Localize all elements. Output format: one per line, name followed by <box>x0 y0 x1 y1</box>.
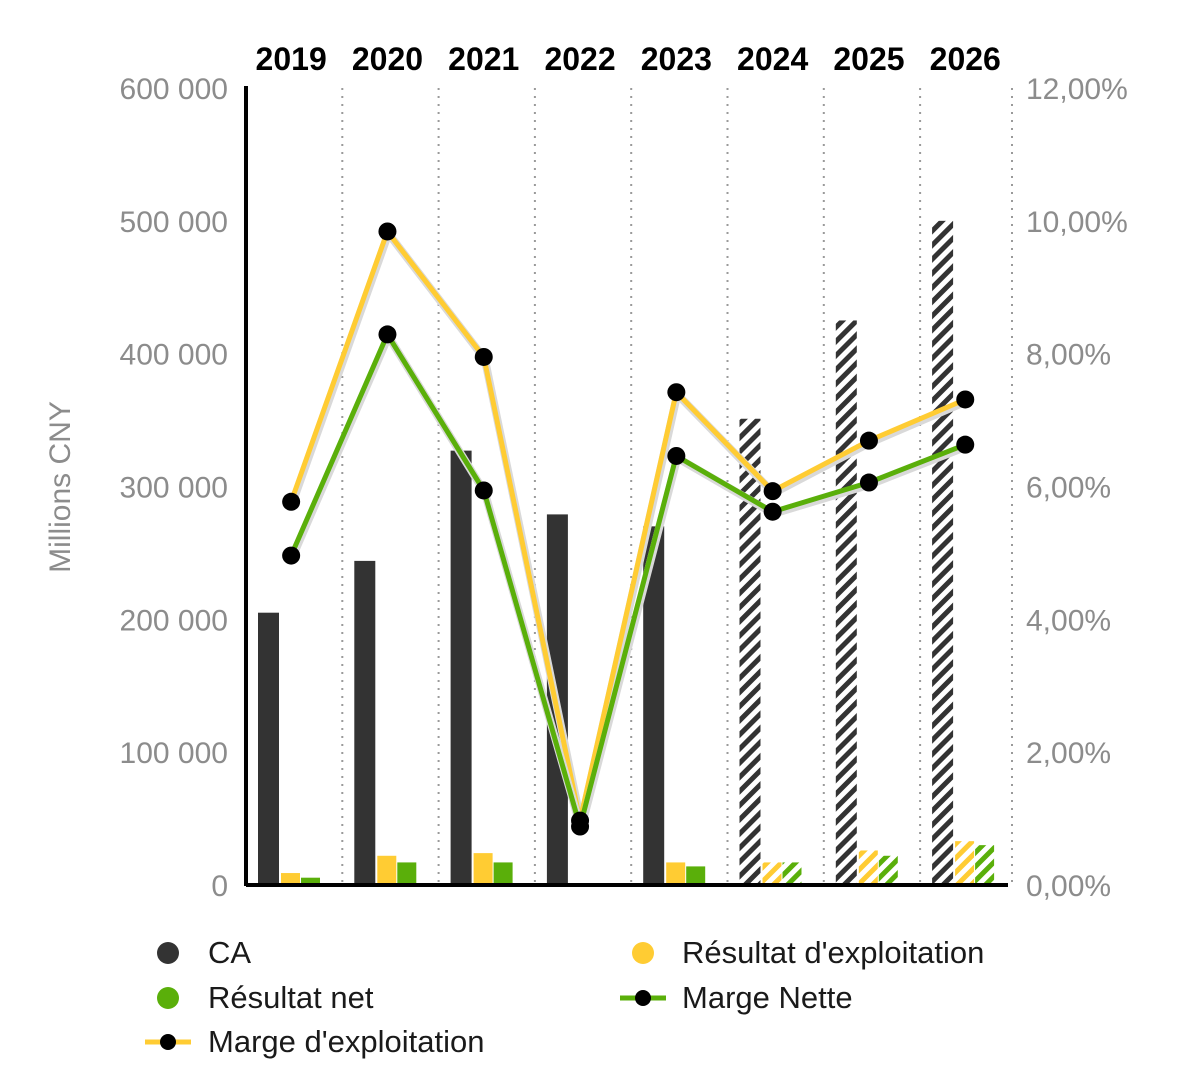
legend-item-resultat-net[interactable]: Résultat net <box>157 980 374 1015</box>
bars <box>258 220 995 886</box>
bar-resultat-d-exploitation-2025 <box>858 850 878 885</box>
bar-resultat-net-2019 <box>301 877 320 885</box>
legend-label-resultat-net: Résultat net <box>208 980 374 1015</box>
bar-resultat-net-2025 <box>878 855 898 885</box>
bar-ca-2024 <box>739 418 761 885</box>
bar-resultat-net-2023 <box>686 866 706 885</box>
right-tick-label: 8,00% <box>1026 339 1111 372</box>
year-label-2025: 2025 <box>833 41 904 77</box>
legend: CA Résultat d'exploitation Résultat net … <box>145 935 984 1059</box>
year-label-2021: 2021 <box>448 41 519 77</box>
legend-marker-ca <box>157 942 179 964</box>
bar-resultat-net-2020 <box>397 862 417 885</box>
vertical-grid <box>341 88 1013 885</box>
left-tick-label: 100 000 <box>120 737 228 770</box>
point-marge-d-exploitation-2019 <box>282 492 301 511</box>
right-tick-label: 4,00% <box>1026 604 1111 637</box>
legend-item-ca[interactable]: CA <box>157 935 251 970</box>
year-label-2023: 2023 <box>641 41 712 77</box>
legend-item-marge-nette[interactable]: Marge Nette <box>620 980 853 1015</box>
year-label-2024: 2024 <box>737 41 808 77</box>
bar-ca-2019 <box>258 612 279 885</box>
point-marge-nette-2023 <box>667 446 686 465</box>
year-labels: 2019 2020 2021 2022 2023 2024 2025 2026 <box>256 41 1001 77</box>
bar-resultat-net-2021 <box>493 862 513 885</box>
legend-label-ca: CA <box>208 935 251 970</box>
bar-resultat-d-exploitation-2023 <box>666 862 686 885</box>
y-axis-label: Millions CNY <box>44 401 77 573</box>
bar-resultat-d-exploitation-2024 <box>762 862 782 885</box>
bar-ca-2020 <box>354 560 376 885</box>
bar-ca-2023 <box>643 526 665 885</box>
line-marge-d-exploitation <box>288 229 967 824</box>
point-marge-nette-2025 <box>859 473 878 492</box>
left-tick-label: 500 000 <box>120 206 228 239</box>
year-label-2026: 2026 <box>930 41 1001 77</box>
bar-resultat-d-exploitation-2026 <box>955 841 975 885</box>
left-tick-label: 300 000 <box>120 472 228 505</box>
bar-resultat-d-exploitation-2020 <box>377 855 397 885</box>
right-tick-label: 10,00% <box>1026 206 1128 239</box>
legend-point-marge-nette <box>635 990 651 1006</box>
right-tick-label: 6,00% <box>1026 472 1111 505</box>
line-shadow-marge-nette <box>288 332 968 833</box>
margin-points <box>282 222 975 836</box>
right-tick-label: 12,00% <box>1026 73 1128 106</box>
bar-resultat-net-2024 <box>782 862 802 885</box>
left-tick-label: 0 <box>211 870 228 903</box>
legend-label-marge-exploitation: Marge d'exploitation <box>208 1024 484 1059</box>
left-tick-label: 600 000 <box>120 73 228 106</box>
point-marge-nette-2019 <box>282 546 301 565</box>
year-label-2019: 2019 <box>256 41 327 77</box>
point-marge-d-exploitation-2026 <box>956 390 975 409</box>
legend-label-resultat-exploitation: Résultat d'exploitation <box>682 935 984 970</box>
bar-resultat-d-exploitation-2021 <box>473 853 493 885</box>
bar-ca-2021 <box>450 450 472 885</box>
legend-point-marge-exploitation <box>160 1034 176 1050</box>
legend-label-marge-nette: Marge Nette <box>682 980 853 1015</box>
point-marge-d-exploitation-2023 <box>667 383 686 402</box>
point-marge-d-exploitation-2024 <box>763 482 782 501</box>
point-marge-nette-2021 <box>474 481 493 500</box>
right-tick-label: 2,00% <box>1026 737 1111 770</box>
bar-resultat-net-2026 <box>975 845 995 885</box>
line-shadow-marge-d-exploitation <box>288 229 968 827</box>
point-marge-d-exploitation-2020 <box>378 222 397 241</box>
right-axis-ticks: 0,00% 2,00% 4,00% 6,00% 8,00% 10,00% 12,00% <box>1026 73 1128 903</box>
left-tick-label: 200 000 <box>120 604 228 637</box>
point-marge-d-exploitation-2025 <box>859 431 878 450</box>
left-tick-label: 400 000 <box>120 339 228 372</box>
point-marge-d-exploitation-2021 <box>474 347 493 366</box>
point-marge-nette-2022 <box>571 817 590 836</box>
line-marge-nette <box>288 331 967 830</box>
legend-marker-resultat-net <box>157 987 179 1009</box>
legend-item-resultat-exploitation[interactable]: Résultat d'exploitation <box>632 935 984 970</box>
point-marge-nette-2024 <box>763 502 782 521</box>
bar-ca-2025 <box>835 320 857 885</box>
point-marge-nette-2026 <box>956 435 975 454</box>
left-axis-ticks: 0 100 000 200 000 300 000 400 000 500 000 600 … <box>120 73 228 903</box>
year-label-2020: 2020 <box>352 41 423 77</box>
legend-marker-resultat-exploitation <box>632 942 654 964</box>
bar-ca-2026 <box>932 220 954 886</box>
point-marge-nette-2020 <box>378 325 397 344</box>
margin-lines <box>288 229 968 833</box>
legend-item-marge-exploitation[interactable]: Marge d'exploitation <box>145 1024 484 1059</box>
year-label-2022: 2022 <box>544 41 615 77</box>
right-tick-label: 0,00% <box>1026 870 1111 903</box>
bar-resultat-d-exploitation-2019 <box>281 873 300 885</box>
